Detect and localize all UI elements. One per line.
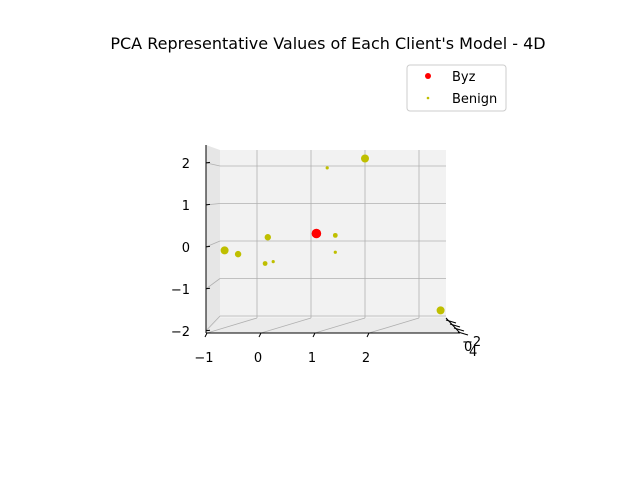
grid-lines [205, 150, 446, 334]
benign-point [234, 250, 242, 258]
y-tick-mark [205, 287, 211, 290]
y-tick-mark [205, 245, 211, 248]
chart-title: PCA Representative Values of Each Client… [110, 34, 545, 53]
y-tick-mark [205, 329, 211, 332]
depth-tick-labels: −2 0 4 [462, 335, 481, 360]
side-grid-line [205, 162, 221, 167]
floor-grid-line [314, 317, 366, 334]
benign-point [332, 232, 338, 238]
depth-tick-mark [453, 327, 465, 332]
depth-tick-mark [449, 323, 461, 328]
legend-label-byz: Byz [452, 70, 476, 85]
benign-point [262, 261, 268, 266]
depth-tick-label: −2 [462, 335, 481, 350]
back-pane [220, 150, 446, 318]
x-tick-mark [204, 332, 208, 338]
benign-point [333, 250, 337, 254]
floor-grid-line [368, 317, 420, 334]
x-tick-label: −1 [194, 351, 213, 366]
legend-marker-benign [426, 96, 430, 100]
depth-tick-label: 4 [469, 345, 477, 360]
benign-point [436, 306, 445, 315]
data-points [220, 154, 445, 315]
depth-tick-mark [457, 331, 469, 336]
legend-marker-byz [425, 73, 431, 79]
legend-box [406, 64, 507, 112]
benign-point [264, 234, 271, 241]
benign-point [325, 166, 329, 170]
left-pane [206, 145, 220, 333]
side-grid-line [205, 278, 221, 290]
floor-grid-line [260, 317, 312, 334]
y-tick-label: −2 [171, 325, 190, 340]
depth-tick-label: 0 [464, 340, 472, 355]
y-tick-label: 2 [182, 157, 190, 172]
side-grid-line [205, 240, 221, 248]
x-tick-label: 0 [254, 351, 262, 366]
x-tick-mark [312, 332, 316, 338]
side-grid-line [205, 315, 221, 332]
x-tick-label: 1 [308, 351, 316, 366]
floor-grid-line [206, 317, 258, 334]
legend-label-benign: Benign [452, 92, 497, 107]
x-tick-mark [366, 332, 370, 338]
y-tick-label: 1 [182, 199, 190, 214]
legend: Byz Benign [406, 64, 507, 112]
byz-point [311, 228, 322, 239]
y-tick-mark [205, 161, 211, 164]
x-tick-mark [258, 332, 262, 338]
benign-point [361, 154, 369, 163]
y-tick-mark [205, 203, 211, 206]
floor-pane [206, 318, 460, 333]
benign-point [271, 260, 275, 264]
depth-tick-mark [445, 319, 457, 324]
tick-marks: −1 0 1 2 −2 −1 0 1 2 [171, 157, 469, 366]
x-tick-label: 2 [362, 351, 370, 366]
y-tick-label: −1 [171, 283, 190, 298]
benign-point [220, 246, 229, 255]
y-tick-label: 0 [182, 241, 190, 256]
